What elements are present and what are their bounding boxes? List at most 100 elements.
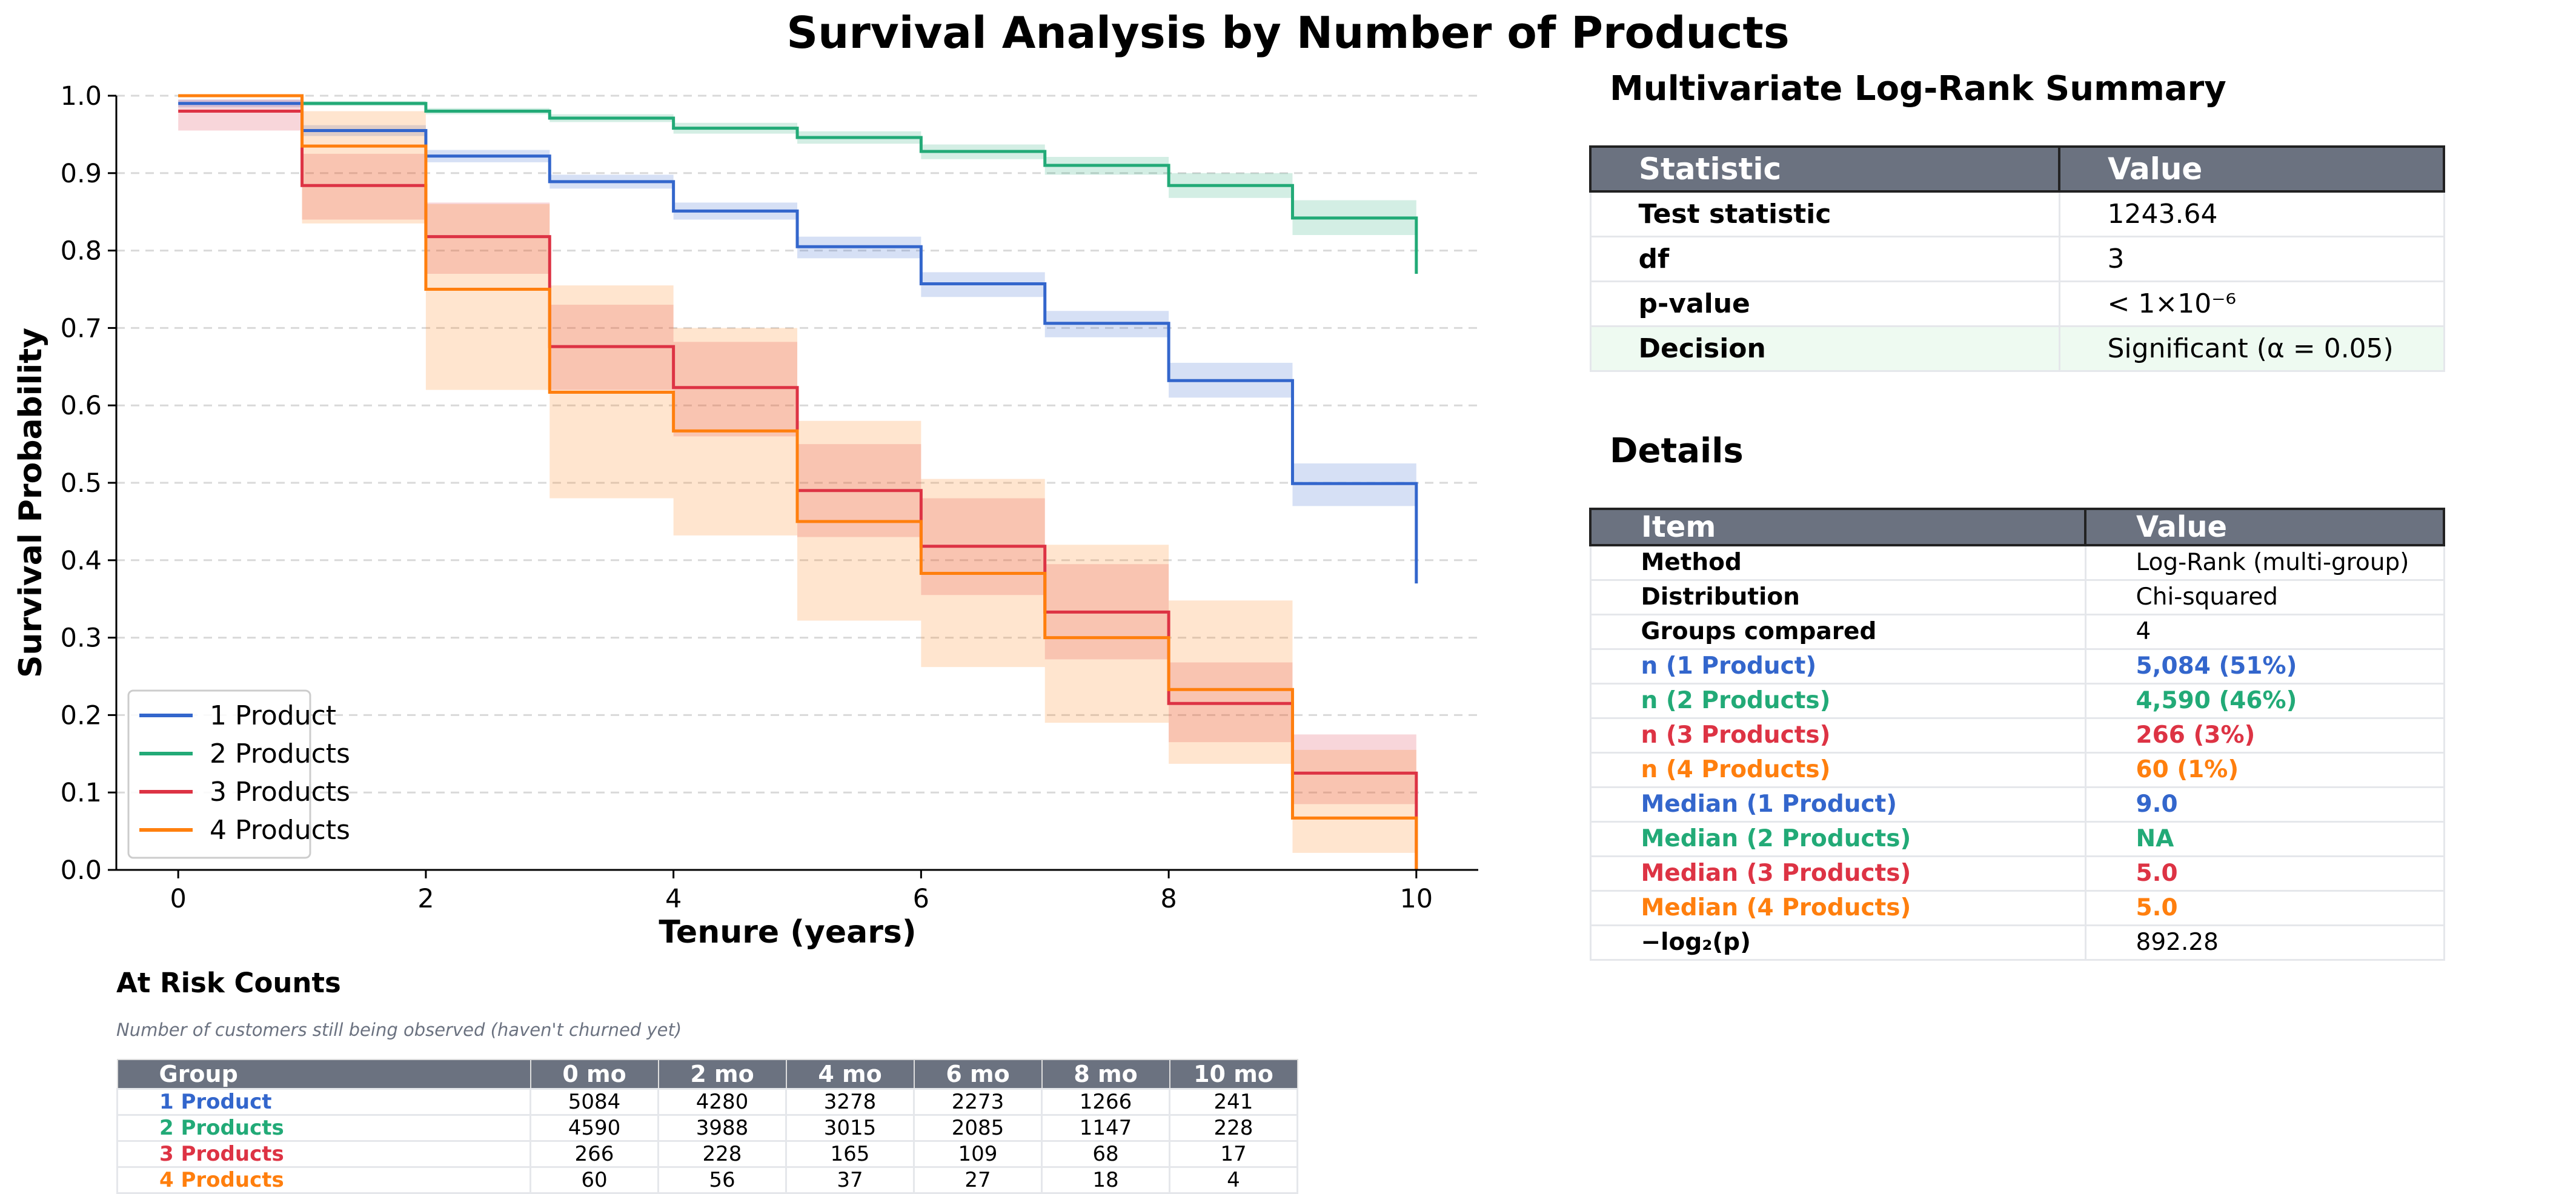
y-tick-label: 0.6 (61, 391, 102, 421)
at-risk-header: 0 mo (529, 1059, 659, 1090)
y-tick-label: 0.3 (61, 623, 102, 654)
details-table: Item Value Method Log-Rank (multi-group) D… (1589, 508, 2445, 961)
at-risk-header: Group (116, 1059, 531, 1090)
details-value: 9.0 (2084, 786, 2445, 823)
legend-label: 1 Product (210, 700, 336, 731)
at-risk-count: 4590 (529, 1114, 659, 1142)
at-risk-count: 165 (785, 1140, 915, 1168)
at-risk-group: 2 Products (116, 1114, 531, 1142)
summary-row-decision: Decision Significant (α = 0.05) (1589, 325, 2445, 372)
y-tick-label: 0.9 (61, 159, 102, 189)
at-risk-count: 37 (785, 1166, 915, 1194)
x-tick-label: 4 (665, 884, 682, 914)
summary-value: Significant (α = 0.05) (2058, 325, 2445, 372)
details-row: Groups compared 4 (1589, 613, 2445, 650)
details-title: Details (1610, 431, 1744, 471)
at-risk-group: 3 Products (116, 1140, 531, 1168)
summary-row: df 3 (1589, 235, 2445, 282)
details-row: Method Log-Rank (multi-group) (1589, 544, 2445, 581)
at-risk-count: 56 (657, 1166, 787, 1194)
at-risk-count: 27 (913, 1166, 1043, 1194)
at-risk-count: 2085 (913, 1114, 1043, 1142)
details-label: n (1 Product) (1589, 648, 2086, 685)
summary-header-value: Value (2058, 145, 2445, 193)
at-risk-count: 1147 (1041, 1114, 1170, 1142)
details-label: n (2 Products) (1589, 682, 2086, 719)
at-risk-count: 241 (1169, 1088, 1298, 1116)
details-row: Median (1 Product) 9.0 (1589, 786, 2445, 823)
details-value: Chi-squared (2084, 579, 2445, 615)
at-risk-count: 109 (913, 1140, 1043, 1168)
x-tick-label: 0 (170, 884, 187, 914)
summary-label: Test statistic (1589, 190, 2060, 237)
y-tick-label: 0.0 (61, 855, 102, 886)
grid-lines (116, 95, 1478, 794)
details-row: −log₂(p) 892.28 (1589, 924, 2445, 961)
details-row: Median (4 Products) 5.0 (1589, 889, 2445, 926)
y-tick-label: 0.4 (61, 546, 102, 576)
details-header-value: Value (2084, 508, 2445, 546)
details-label: Distribution (1589, 579, 2086, 615)
details-label: Median (3 Products) (1589, 855, 2086, 892)
summary-label: df (1589, 235, 2060, 282)
summary-row: Test statistic 1243.64 (1589, 190, 2445, 237)
at-risk-title: At Risk Counts (116, 967, 341, 999)
at-risk-header: 6 mo (913, 1059, 1043, 1090)
details-value: 5,084 (51%) (2084, 648, 2445, 685)
chart-legend: 1 Product 2 Products 3 Products 4 Products (127, 689, 350, 859)
at-risk-row: 3 Products 266 228 165 109 68 17 (116, 1140, 1298, 1168)
at-risk-count: 4280 (657, 1088, 787, 1116)
at-risk-row: 1 Product 5084 4280 3278 2273 1266 241 (116, 1088, 1298, 1116)
survival-curves (178, 94, 1418, 870)
details-value: 892.28 (2084, 924, 2445, 961)
at-risk-count: 60 (529, 1166, 659, 1194)
y-tick-label: 0.1 (61, 778, 102, 808)
summary-label: p-value (1589, 280, 2060, 327)
survival-line (178, 94, 1418, 870)
details-header-item: Item (1589, 508, 2086, 546)
at-risk-group: 1 Product (116, 1088, 531, 1116)
y-tick-label: 0.2 (61, 700, 102, 731)
details-row: n (4 Products) 60 (1%) (1589, 751, 2445, 788)
survival-chart: 0.0 0.1 0.2 0.3 0.4 0.5 0.6 0.7 0.8 0.9 1.0 0 2 4 6 8 10… (13, 81, 1478, 950)
summary-title: Multivariate Log-Rank Summary (1610, 69, 2226, 108)
details-row: Median (3 Products) 5.0 (1589, 855, 2445, 892)
at-risk-table: Group 0 mo 2 mo 4 mo 6 mo 8 mo 10 mo 1 Product… (116, 1059, 1298, 1194)
legend-label: 3 Products (210, 777, 350, 808)
x-tick-label: 8 (1160, 884, 1177, 914)
details-label: Method (1589, 544, 2086, 581)
summary-value: 3 (2058, 235, 2445, 282)
x-tick-label: 6 (913, 884, 929, 914)
summary-header-statistic: Statistic (1589, 145, 2060, 193)
y-tick-label: 0.7 (61, 313, 102, 343)
details-label: Groups compared (1589, 613, 2086, 650)
legend-label: 4 Products (210, 815, 350, 846)
at-risk-subtitle: Number of customers still being observed… (116, 1020, 682, 1040)
details-value: 4 (2084, 613, 2445, 650)
details-label: n (3 Products) (1589, 717, 2086, 754)
at-risk-count: 228 (1169, 1114, 1298, 1142)
summary-label: Decision (1589, 325, 2060, 372)
details-row: Distribution Chi-squared (1589, 579, 2445, 615)
at-risk-count: 68 (1041, 1140, 1170, 1168)
details-row: Median (2 Products) NA (1589, 820, 2445, 857)
at-risk-count: 266 (529, 1140, 659, 1168)
details-label: n (4 Products) (1589, 751, 2086, 788)
summary-row: p-value < 1×10⁻⁶ (1589, 280, 2445, 327)
at-risk-header: 10 mo (1169, 1059, 1298, 1090)
legend-box (127, 689, 311, 859)
y-axis-label: Survival Probability (13, 328, 49, 678)
details-value: 4,590 (46%) (2084, 682, 2445, 719)
at-risk-header: 4 mo (785, 1059, 915, 1090)
details-row: n (3 Products) 266 (3%) (1589, 717, 2445, 754)
details-value: 60 (1%) (2084, 751, 2445, 788)
summary-value: < 1×10⁻⁶ (2058, 280, 2445, 327)
at-risk-count: 1266 (1041, 1088, 1170, 1116)
summary-value: 1243.64 (2058, 190, 2445, 237)
details-row: n (2 Products) 4,590 (46%) (1589, 682, 2445, 719)
at-risk-header: 8 mo (1041, 1059, 1170, 1090)
x-axis-label: Tenure (years) (659, 914, 916, 950)
y-tick-label: 0.5 (61, 468, 102, 499)
summary-table: Statistic Value Test statistic 1243.64 df… (1589, 145, 2445, 372)
at-risk-count: 2273 (913, 1088, 1043, 1116)
